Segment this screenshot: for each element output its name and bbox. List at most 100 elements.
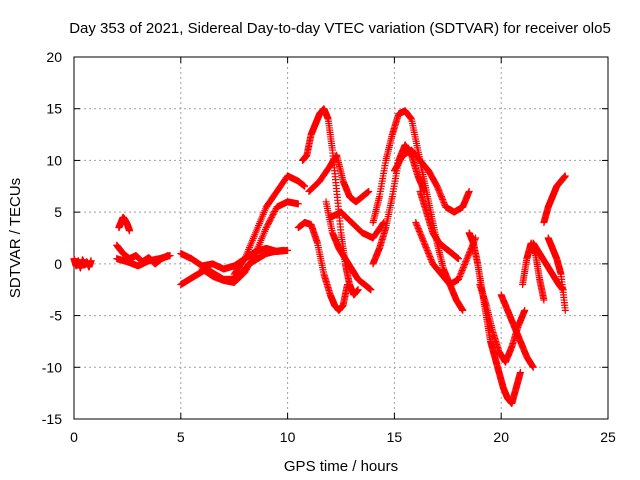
data-point — [421, 241, 429, 249]
data-point — [461, 259, 469, 267]
data-point — [265, 218, 273, 226]
data-point — [426, 252, 434, 260]
data-point — [423, 247, 431, 255]
data-point — [418, 235, 426, 243]
data-point — [437, 193, 445, 201]
data-point — [427, 255, 435, 263]
x-tick-label: 20 — [493, 429, 509, 445]
data-point — [240, 256, 248, 264]
data-point — [271, 207, 279, 215]
data-point — [540, 296, 548, 304]
data-point — [464, 252, 472, 260]
data-point — [417, 232, 425, 240]
y-tick-labels: -15 -10 -5 0 5 10 15 20 — [42, 49, 62, 427]
data-point — [412, 218, 420, 226]
data-point — [367, 286, 375, 294]
data-point — [420, 238, 428, 246]
data-point — [422, 242, 430, 250]
data-point — [428, 257, 436, 265]
y-tick-label: 5 — [54, 204, 62, 220]
data-point — [439, 196, 447, 204]
data-point — [456, 271, 464, 279]
data-point — [414, 223, 422, 231]
data-point — [458, 268, 466, 276]
y-tick-label: 15 — [46, 101, 62, 117]
data-point — [459, 264, 467, 272]
data-points — [70, 105, 569, 407]
data-point — [457, 269, 465, 277]
series-l — [322, 198, 375, 294]
plot-frame — [73, 56, 609, 420]
series-u — [497, 291, 537, 371]
data-point — [343, 281, 351, 289]
data-point — [426, 254, 434, 262]
data-point — [434, 184, 442, 192]
data-point — [439, 197, 447, 205]
y-tick-label: -5 — [50, 308, 63, 324]
x-tick-labels: 0 5 10 15 20 25 — [70, 429, 616, 445]
series-w — [529, 239, 567, 294]
data-point — [420, 239, 428, 247]
ticks — [73, 56, 609, 420]
series-q — [412, 218, 480, 289]
data-point — [459, 306, 467, 314]
data-point — [279, 246, 287, 254]
data-point — [415, 226, 423, 234]
data-point — [440, 199, 448, 207]
series-s — [465, 229, 524, 407]
data-point — [414, 224, 422, 232]
series-i — [299, 105, 362, 299]
data-point — [264, 221, 272, 229]
data-point — [425, 250, 433, 258]
data-point — [465, 187, 473, 195]
data-point — [436, 188, 444, 196]
data-point — [354, 286, 362, 294]
series-p — [390, 146, 473, 216]
series-g — [198, 198, 302, 286]
data-point — [462, 256, 470, 264]
series-d — [113, 252, 174, 270]
data-point — [301, 182, 309, 190]
y-tick-label: 10 — [46, 152, 62, 168]
data-point — [433, 182, 441, 190]
data-point — [465, 249, 473, 257]
data-point — [454, 275, 462, 283]
data-point — [467, 246, 475, 254]
data-point — [516, 368, 524, 376]
data-point — [262, 224, 270, 232]
data-point — [463, 255, 471, 263]
data-point — [251, 251, 259, 259]
series-h — [230, 172, 309, 278]
series-o — [369, 141, 428, 268]
data-point — [455, 274, 463, 282]
data-point — [521, 306, 529, 314]
data-point — [267, 215, 275, 223]
y-tick-label: 20 — [46, 49, 62, 65]
series-x — [540, 172, 569, 226]
data-point — [529, 363, 537, 371]
data-point — [412, 220, 420, 228]
data-point — [415, 227, 423, 235]
data-point — [438, 194, 446, 202]
series-j — [294, 218, 351, 314]
data-point — [263, 222, 271, 230]
data-point — [461, 261, 469, 269]
data-point — [458, 267, 466, 275]
data-point — [413, 221, 421, 229]
series-a — [70, 255, 95, 272]
data-point — [294, 200, 302, 208]
data-point — [419, 236, 427, 244]
data-point — [265, 219, 273, 227]
data-point — [87, 257, 95, 265]
x-tick-label: 5 — [177, 429, 185, 445]
data-point — [365, 187, 373, 195]
x-tick-label: 10 — [280, 429, 296, 445]
x-axis-label: GPS time / hours — [284, 458, 398, 475]
data-point — [454, 255, 462, 263]
data-point — [270, 209, 278, 217]
x-tick-label: 0 — [70, 429, 78, 445]
data-point — [417, 230, 425, 238]
x-tick-label: 25 — [600, 429, 616, 445]
data-point — [418, 233, 426, 241]
